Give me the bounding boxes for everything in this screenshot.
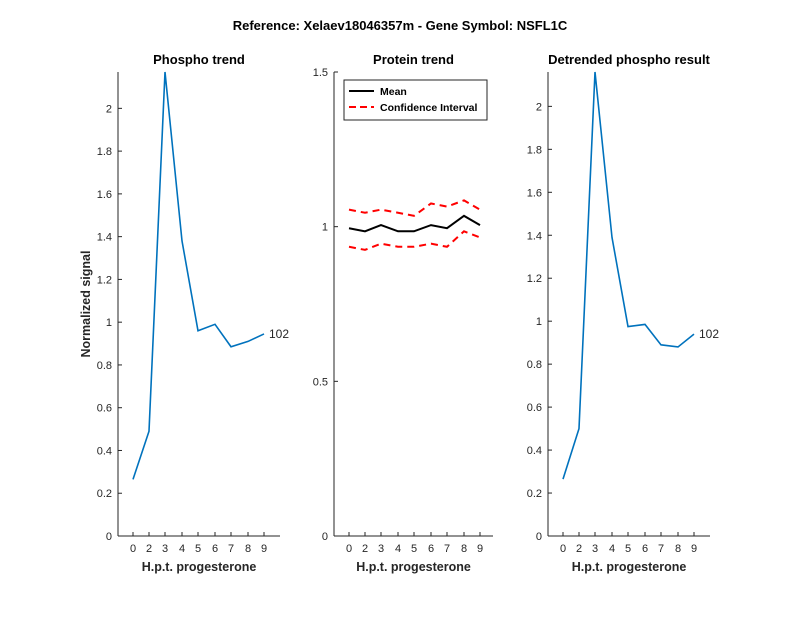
y-tick-label: 1 (106, 317, 112, 329)
y-tick-label: 0.5 (313, 376, 328, 388)
y-tick-label: 2 (106, 103, 112, 115)
x-tick-label: 3 (592, 543, 598, 555)
x-tick-label: 9 (691, 543, 697, 555)
y-tick-label: 2 (536, 101, 542, 113)
x-tick-label: 7 (228, 543, 234, 555)
x-tick-label: 0 (560, 543, 566, 555)
series-line-3 (348, 230, 481, 251)
x-axis-label: H.p.t. progesterone (142, 560, 257, 574)
subplot-1: Phospho trend 0 0.2 0.4 0.6 0.8 1 1.2 1.4 1.6 1.8 2… (79, 52, 289, 574)
x-tick-label: 4 (179, 543, 185, 555)
y-tick-label: 0.6 (97, 403, 112, 415)
series-line-2 (348, 199, 481, 217)
y-tick-label: 1.8 (97, 146, 112, 158)
legend: Mean Confidence Interval (343, 79, 488, 121)
subplots: Phospho trend 0 0.2 0.4 0.6 0.8 1 1.2 1.4 1.6 1.8 2… (79, 52, 719, 574)
y-tick-label: 0.2 (97, 488, 112, 500)
y-tick-label: 0.8 (527, 359, 542, 371)
y-tick-label: 1 (536, 316, 542, 328)
x-tick-label: 0 (346, 543, 352, 555)
y-tick-label: 1.6 (527, 187, 542, 199)
legend-box (343, 79, 488, 121)
series-line-1 (132, 71, 265, 480)
y-axis-label: Normalized signal (79, 251, 93, 358)
x-tick-label: 0 (130, 543, 136, 555)
x-tick-label: 7 (444, 543, 450, 555)
y-tick-label: 0.4 (527, 445, 542, 457)
y-tick-label: 1.5 (313, 67, 328, 79)
series-end-label: 102 (699, 327, 719, 341)
y-tick-label: 1.4 (97, 232, 112, 244)
y-tick-label: 1.6 (97, 189, 112, 201)
subplot-title: Detrended phospho result (548, 52, 710, 67)
x-axis-label: H.p.t. progesterone (572, 560, 687, 574)
x-tick-label: 4 (609, 543, 615, 555)
series-end-label: 102 (269, 327, 289, 341)
x-tick-label: 6 (428, 543, 434, 555)
x-tick-label: 6 (212, 543, 218, 555)
x-tick-label: 2 (576, 543, 582, 555)
x-tick-label: 2 (146, 543, 152, 555)
y-tick-label: 0.6 (527, 402, 542, 414)
y-tick-label: 0.8 (97, 360, 112, 372)
y-tick-label: 1.2 (527, 273, 542, 285)
y-tick-label: 0.2 (527, 488, 542, 500)
legend-entry: Confidence Interval (380, 102, 478, 114)
series-line-1 (562, 71, 695, 480)
x-tick-label: 3 (378, 543, 384, 555)
x-tick-label: 5 (625, 543, 631, 555)
y-tick-label: 1.2 (97, 274, 112, 286)
subplot-title: Protein trend (373, 52, 454, 67)
x-tick-label: 7 (658, 543, 664, 555)
x-tick-label: 9 (261, 543, 267, 555)
figure-suptitle: Reference: Xelaev18046357m - Gene Symbol… (233, 18, 568, 33)
x-tick-label: 8 (245, 543, 251, 555)
y-tick-label: 0.4 (97, 445, 112, 457)
y-tick-label: 1 (322, 222, 328, 234)
x-tick-label: 3 (162, 543, 168, 555)
x-tick-label: 9 (477, 543, 483, 555)
x-tick-label: 8 (675, 543, 681, 555)
x-tick-label: 8 (461, 543, 467, 555)
x-tick-label: 2 (362, 543, 368, 555)
y-tick-label: 0 (322, 531, 328, 543)
x-tick-label: 5 (195, 543, 201, 555)
x-tick-label: 4 (395, 543, 401, 555)
y-tick-label: 1.4 (527, 230, 542, 242)
series-line-1 (348, 214, 481, 233)
x-axis-label: H.p.t. progesterone (356, 560, 471, 574)
subplot-3: Detrended phospho result 0 0.2 0.4 0.6 0.8 1 1.… (527, 52, 720, 574)
legend-entry: Mean (380, 86, 407, 98)
y-tick-label: 0 (106, 531, 112, 543)
subplot-title: Phospho trend (153, 52, 245, 67)
y-tick-label: 1.8 (527, 144, 542, 156)
x-tick-label: 6 (642, 543, 648, 555)
y-tick-label: 0 (536, 531, 542, 543)
x-tick-label: 5 (411, 543, 417, 555)
